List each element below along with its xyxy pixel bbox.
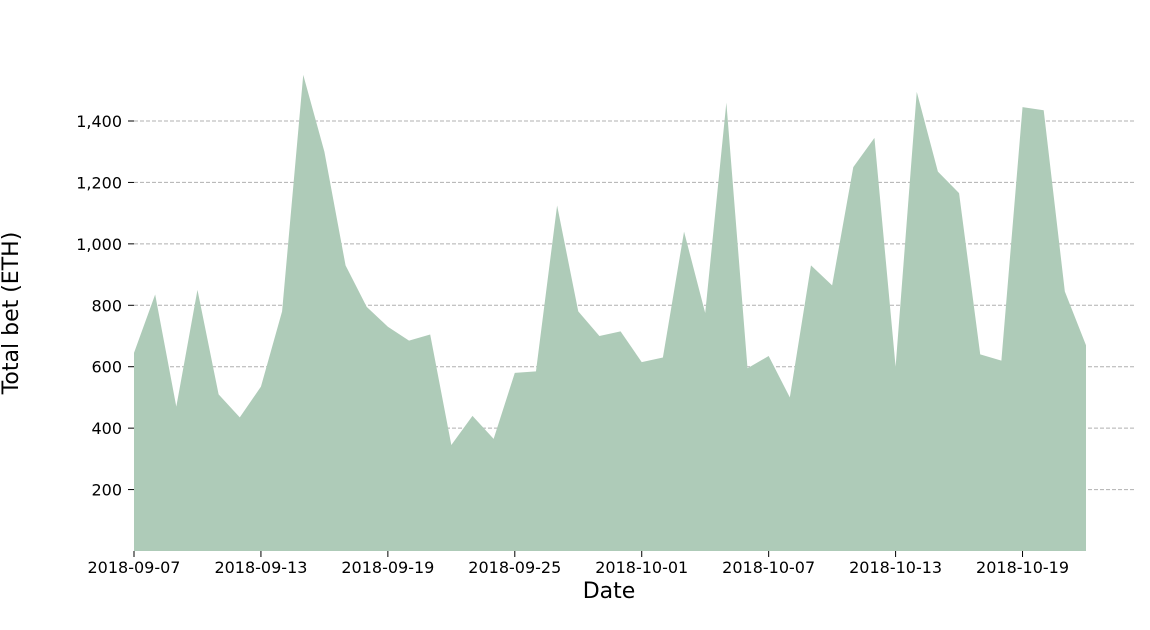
y-axis-ticks: 200 400 600 800 1,000 1,200 1,400 — [76, 112, 134, 500]
x-tick-label: 2018-09-19 — [341, 558, 434, 577]
x-tick-label: 2018-10-13 — [849, 558, 942, 577]
x-tick-label: 2018-10-19 — [976, 558, 1069, 577]
x-tick-label: 2018-09-13 — [214, 558, 307, 577]
y-tick-label: 400 — [91, 419, 122, 438]
x-tick-label: 2018-09-07 — [88, 558, 181, 577]
y-tick-label: 200 — [91, 481, 122, 500]
x-axis-ticks: 2018-09-07 2018-09-13 2018-09-19 2018-09-25… — [88, 551, 1069, 577]
y-tick-label: 1,000 — [76, 235, 122, 254]
y-tick-label: 1,200 — [76, 173, 122, 192]
y-tick-label: 600 — [91, 358, 122, 377]
y-tick-label: 1,400 — [76, 112, 122, 131]
area-series — [134, 74, 1086, 552]
y-tick-label: 800 — [91, 296, 122, 315]
x-axis-label: Date — [583, 579, 636, 604]
x-tick-label: 2018-09-25 — [468, 558, 561, 577]
y-axis-label: Total bet (ETH) — [0, 232, 24, 396]
x-tick-label: 2018-10-01 — [595, 558, 688, 577]
x-tick-label: 2018-10-07 — [722, 558, 815, 577]
